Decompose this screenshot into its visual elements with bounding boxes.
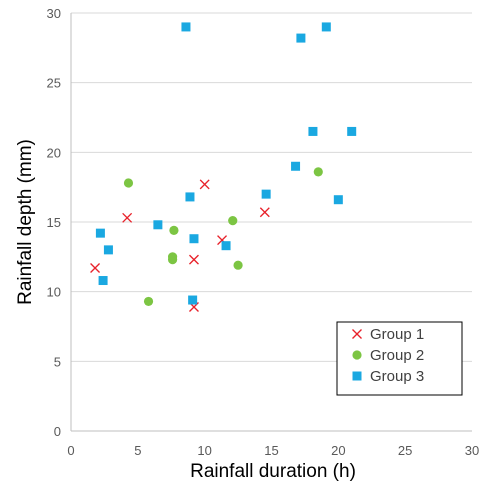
marker-stroke [90, 263, 101, 273]
y-tick-label: 15 [47, 215, 61, 230]
y-tick-label: 30 [47, 6, 61, 21]
y-tick-label: 25 [47, 76, 61, 91]
data-point-group-2 [228, 216, 238, 226]
legend-marker [352, 371, 362, 381]
data-points [90, 22, 357, 312]
data-point-group-3 [291, 161, 301, 171]
data-point-group-3 [181, 22, 191, 32]
y-tick-label: 10 [47, 285, 61, 300]
data-point-group-1 [189, 254, 199, 265]
data-point-group-2 [123, 178, 134, 188]
data-point-group-3 [308, 126, 318, 136]
data-point-group-3 [185, 192, 195, 202]
x-tick-label: 30 [465, 443, 479, 458]
data-point-group-1 [122, 212, 133, 223]
y-axis-title: Rainfall depth (mm) [15, 139, 36, 305]
legend: Group 1 Group 2 Group 3 [336, 321, 463, 396]
data-point-group-2 [233, 260, 243, 270]
tick-labels: 0 5 10 15 20 25 30 0 5 10 15 20 25 30 [47, 6, 480, 458]
x-tick-label: 0 [67, 443, 74, 458]
x-tick-label: 20 [331, 443, 345, 458]
legend-marker [352, 329, 362, 339]
marker-stroke [352, 329, 362, 339]
data-point-group-1 [199, 179, 210, 190]
legend-label: Group 1 [370, 326, 424, 343]
data-point-group-2 [313, 167, 323, 177]
x-tick-label: 10 [197, 443, 211, 458]
data-point-group-3 [221, 241, 231, 251]
legend-marker [352, 350, 362, 360]
gridlines [71, 12, 472, 362]
marker-stroke [259, 207, 270, 218]
data-point-group-3 [103, 245, 113, 255]
data-point-group-3 [95, 228, 105, 238]
marker-stroke [199, 179, 210, 190]
y-tick-label: 20 [47, 145, 61, 160]
marker-stroke [122, 212, 133, 223]
data-point-group-3 [321, 22, 331, 32]
x-axis-title: Rainfall duration (h) [190, 461, 356, 482]
marker-stroke [189, 254, 199, 265]
data-point-group-3 [296, 33, 306, 43]
data-point-group-3 [189, 234, 199, 244]
x-tick-label: 5 [134, 443, 141, 458]
legend-label: Group 3 [370, 368, 424, 385]
data-point-group-3 [98, 276, 108, 286]
data-point-group-3 [188, 295, 198, 305]
data-point-group-3 [333, 195, 343, 205]
y-tick-label: 5 [54, 354, 61, 369]
data-point-group-3 [347, 126, 357, 136]
data-point-group-1 [90, 263, 101, 273]
y-tick-label: 0 [54, 424, 61, 439]
data-point-group-2 [169, 225, 179, 235]
axes [70, 13, 472, 432]
data-point-group-2 [167, 252, 178, 262]
data-point-group-3 [153, 220, 163, 230]
data-point-group-2 [143, 296, 154, 307]
legend-label: Group 2 [370, 347, 424, 364]
data-point-group-3 [261, 189, 271, 199]
data-point-group-1 [259, 207, 270, 218]
x-tick-label: 25 [398, 443, 412, 458]
marker-stroke [217, 235, 228, 246]
x-tick-label: 15 [264, 443, 278, 458]
